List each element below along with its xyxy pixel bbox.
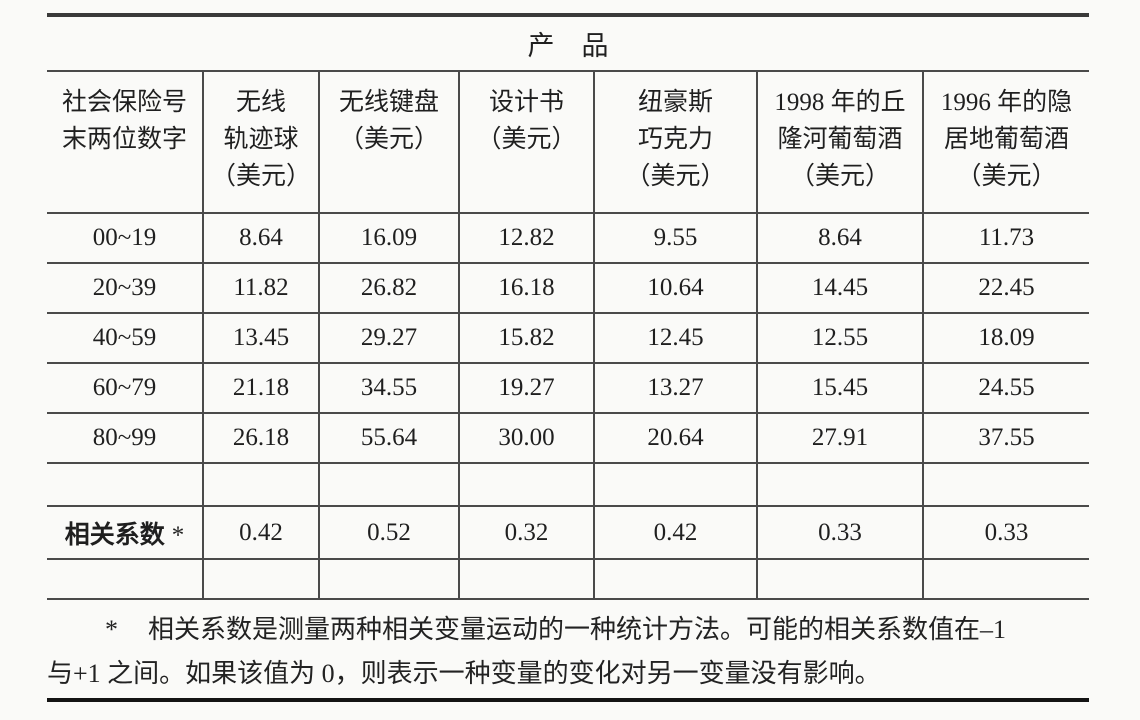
value-cell: 21.18: [202, 363, 319, 414]
value-cell: 16.09: [318, 213, 459, 264]
value-cell: 13.27: [593, 363, 757, 414]
empty-cell: [921, 463, 1090, 507]
value-cell: 15.45: [756, 363, 923, 414]
value-cell: 8.64: [756, 213, 923, 264]
spacer-row: [47, 463, 1090, 507]
correlation-value: 0.33: [921, 506, 1090, 560]
empty-cell: [47, 559, 203, 600]
empty-cell: [458, 463, 594, 507]
value-cell: 10.64: [593, 263, 757, 314]
empty-cell: [593, 463, 757, 507]
table-row: 00~19 8.64 16.09 12.82 9.55 8.64 11.73: [47, 213, 1090, 264]
asterisk-marker: *: [105, 615, 118, 644]
column-header-wine-1996: 1996 年的隐 居地葡萄酒 （美元）: [921, 71, 1090, 214]
correlation-value: 0.33: [756, 506, 923, 560]
row-label: 80~99: [47, 413, 203, 464]
row-label: 40~59: [47, 313, 203, 364]
footnote-line-1: * 相关系数是测量两种相关变量运动的一种统计方法。可能的相关系数值在–1: [47, 608, 1089, 652]
empty-cell: [202, 463, 319, 507]
value-cell: 15.82: [458, 313, 594, 364]
empty-cell: [318, 463, 459, 507]
column-header-design-book: 设计书 （美元）: [458, 71, 594, 214]
spacer-row: [47, 559, 1090, 600]
empty-cell: [318, 559, 459, 600]
column-header-chocolate: 纽豪斯 巧克力 （美元）: [593, 71, 757, 214]
value-cell: 26.18: [202, 413, 319, 464]
value-cell: 55.64: [318, 413, 459, 464]
table-row: 20~39 11.82 26.82 16.18 10.64 14.45 22.4…: [47, 263, 1090, 314]
value-cell: 19.27: [458, 363, 594, 414]
value-cell: 8.64: [202, 213, 319, 264]
row-header-line: 社会保险号: [61, 89, 187, 116]
row-label: 00~19: [47, 213, 203, 264]
row-header-line: 末两位数字: [61, 126, 187, 153]
value-cell: 11.82: [202, 263, 319, 314]
column-header-trackball: 无线 轨迹球 （美元）: [202, 71, 319, 214]
empty-cell: [458, 559, 594, 600]
value-cell: 14.45: [756, 263, 923, 314]
row-header-cell: 社会保险号 末两位数字: [47, 71, 203, 214]
footnote: * 相关系数是测量两种相关变量运动的一种统计方法。可能的相关系数值在–1 与+1 …: [47, 608, 1089, 696]
empty-cell: [593, 559, 757, 600]
value-cell: 11.73: [921, 213, 1090, 264]
table-row: 80~99 26.18 55.64 30.00 20.64 27.91 37.5…: [47, 413, 1090, 464]
correlation-label: 相关系数 *: [47, 506, 203, 560]
row-label: 60~79: [47, 363, 203, 414]
table-row: 40~59 13.45 29.27 15.82 12.45 12.55 18.0…: [47, 313, 1090, 364]
value-cell: 37.55: [921, 413, 1090, 464]
value-cell: 18.09: [921, 313, 1090, 364]
correlation-value: 0.42: [202, 506, 319, 560]
footnote-line-2: 与+1 之间。如果该值为 0，则表示一种变量的变化对另一变量没有影响。: [47, 659, 881, 688]
value-cell: 22.45: [921, 263, 1090, 314]
bottom-rule-divider: [47, 698, 1089, 702]
value-cell: 27.91: [756, 413, 923, 464]
empty-cell: [47, 463, 203, 507]
correlation-value: 0.42: [593, 506, 757, 560]
table-row: 60~79 21.18 34.55 19.27 13.27 15.45 24.5…: [47, 363, 1090, 414]
column-header-keyboard: 无线键盘 （美元）: [318, 71, 459, 214]
correlation-value: 0.32: [458, 506, 594, 560]
empty-cell: [756, 559, 923, 600]
row-label: 20~39: [47, 263, 203, 314]
correlation-value: 0.52: [318, 506, 459, 560]
value-cell: 12.82: [458, 213, 594, 264]
value-cell: 29.27: [318, 313, 459, 364]
value-cell: 9.55: [593, 213, 757, 264]
table-header-row: 社会保险号 末两位数字 无线 轨迹球 （美元） 无线键盘 （美元） 设计书 （美…: [47, 71, 1090, 214]
footnote-text: 相关系数是测量两种相关变量运动的一种统计方法。可能的相关系数值在–1: [148, 615, 1007, 644]
value-cell: 12.55: [756, 313, 923, 364]
value-cell: 26.82: [318, 263, 459, 314]
table-title: 产 品: [47, 13, 1090, 72]
value-cell: 13.45: [202, 313, 319, 364]
correlation-table: 产 品 社会保险号 末两位数字 无线 轨迹球 （美元） 无线键盘 （美元） 设计: [47, 13, 1090, 600]
empty-cell: [921, 559, 1090, 600]
value-cell: 24.55: [921, 363, 1090, 414]
value-cell: 34.55: [318, 363, 459, 414]
empty-cell: [756, 463, 923, 507]
column-header-wine-1998: 1998 年的丘 隆河葡萄酒 （美元）: [756, 71, 923, 214]
value-cell: 20.64: [593, 413, 757, 464]
value-cell: 30.00: [458, 413, 594, 464]
table-title-row: 产 品: [47, 13, 1090, 72]
correlation-row: 相关系数 * 0.42 0.52 0.32 0.42 0.33 0.33: [47, 506, 1090, 560]
value-cell: 12.45: [593, 313, 757, 364]
asterisk-marker: *: [171, 521, 185, 549]
empty-cell: [202, 559, 319, 600]
value-cell: 16.18: [458, 263, 594, 314]
